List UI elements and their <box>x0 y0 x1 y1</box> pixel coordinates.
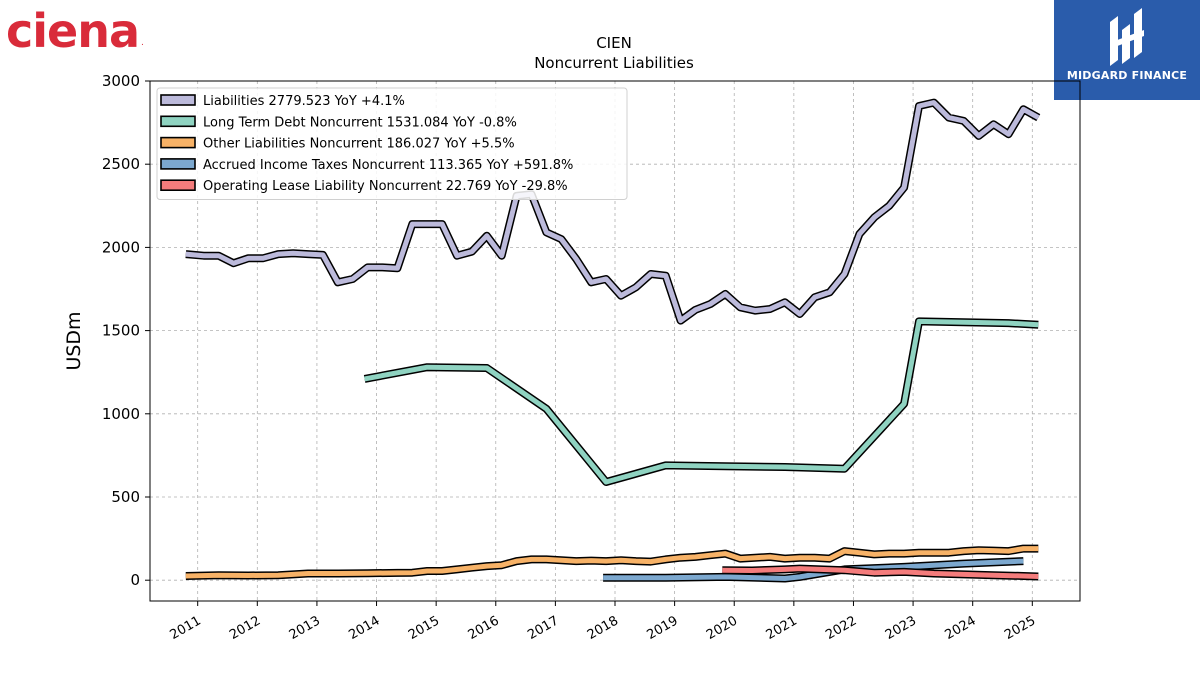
y-tick-label: 0 <box>130 571 140 589</box>
legend-swatch <box>160 179 196 191</box>
x-tick-label: 2017 <box>525 613 561 643</box>
ciena-logo: ciena . <box>6 4 144 54</box>
x-tick-label: 2018 <box>585 613 621 643</box>
ciena-logo-mark: . <box>141 38 144 48</box>
legend-box <box>156 87 628 200</box>
legend: Liabilities 2779.523 YoY +4.1% Long Term … <box>156 87 628 200</box>
legend-label: Operating Lease Liability Noncurrent 22.… <box>203 179 568 194</box>
x-tick-label: 2016 <box>466 613 502 643</box>
x-tick-label: 2024 <box>943 613 979 643</box>
series-line <box>603 558 1024 581</box>
midgard-finance-logo: MIDGARD FINANCE <box>1054 0 1200 100</box>
x-tick-label: 2015 <box>406 613 442 643</box>
midgard-finance-text: MIDGARD FINANCE <box>1066 69 1188 82</box>
y-tick-label: 2000 <box>102 238 140 256</box>
y-tick-label: 2500 <box>102 155 140 173</box>
series-line <box>185 546 1039 579</box>
x-tick-label: 2020 <box>704 613 740 643</box>
chart-title: CIEN <box>596 34 632 52</box>
legend-label: Liabilities 2779.523 YoY +4.1% <box>203 94 405 109</box>
chart-subtitle: Noncurrent Liabilities <box>534 54 694 72</box>
y-tick-label: 500 <box>111 488 140 506</box>
legend-label: Accrued Income Taxes Noncurrent 113.365 … <box>203 158 573 173</box>
y-tick-label: 1000 <box>102 405 140 423</box>
x-tick-label: 2019 <box>644 613 680 643</box>
y-axis-label: USDm <box>63 311 85 370</box>
midgard-emblem-icon <box>1110 8 1144 66</box>
legend-swatch <box>160 136 196 149</box>
legend-swatch <box>160 115 196 128</box>
series-lines <box>185 98 1041 583</box>
ciena-logo-text: ciena <box>6 4 140 58</box>
x-tick-label: 2014 <box>346 613 382 643</box>
x-tick-label: 2022 <box>823 613 859 643</box>
series-line <box>364 318 1039 485</box>
legend-label: Other Liabilities Noncurrent 186.027 YoY… <box>203 137 515 152</box>
x-tick-label: 2025 <box>1002 613 1038 643</box>
x-tick-label: 2011 <box>168 613 204 643</box>
y-tick-label: 3000 <box>102 72 140 90</box>
legend-swatch <box>160 94 196 106</box>
x-tick-label: 2013 <box>287 613 323 643</box>
x-tick-label: 2012 <box>227 613 263 643</box>
series-line <box>722 566 1039 579</box>
x-tick-label: 2021 <box>764 613 800 643</box>
legend-label: Long Term Debt Noncurrent 1531.084 YoY -… <box>203 115 517 130</box>
series-line-outline <box>363 317 1039 486</box>
series-line <box>185 100 1040 324</box>
y-tick-label: 1500 <box>102 322 140 340</box>
legend-swatch <box>160 158 196 170</box>
x-tick-label: 2023 <box>883 613 919 643</box>
